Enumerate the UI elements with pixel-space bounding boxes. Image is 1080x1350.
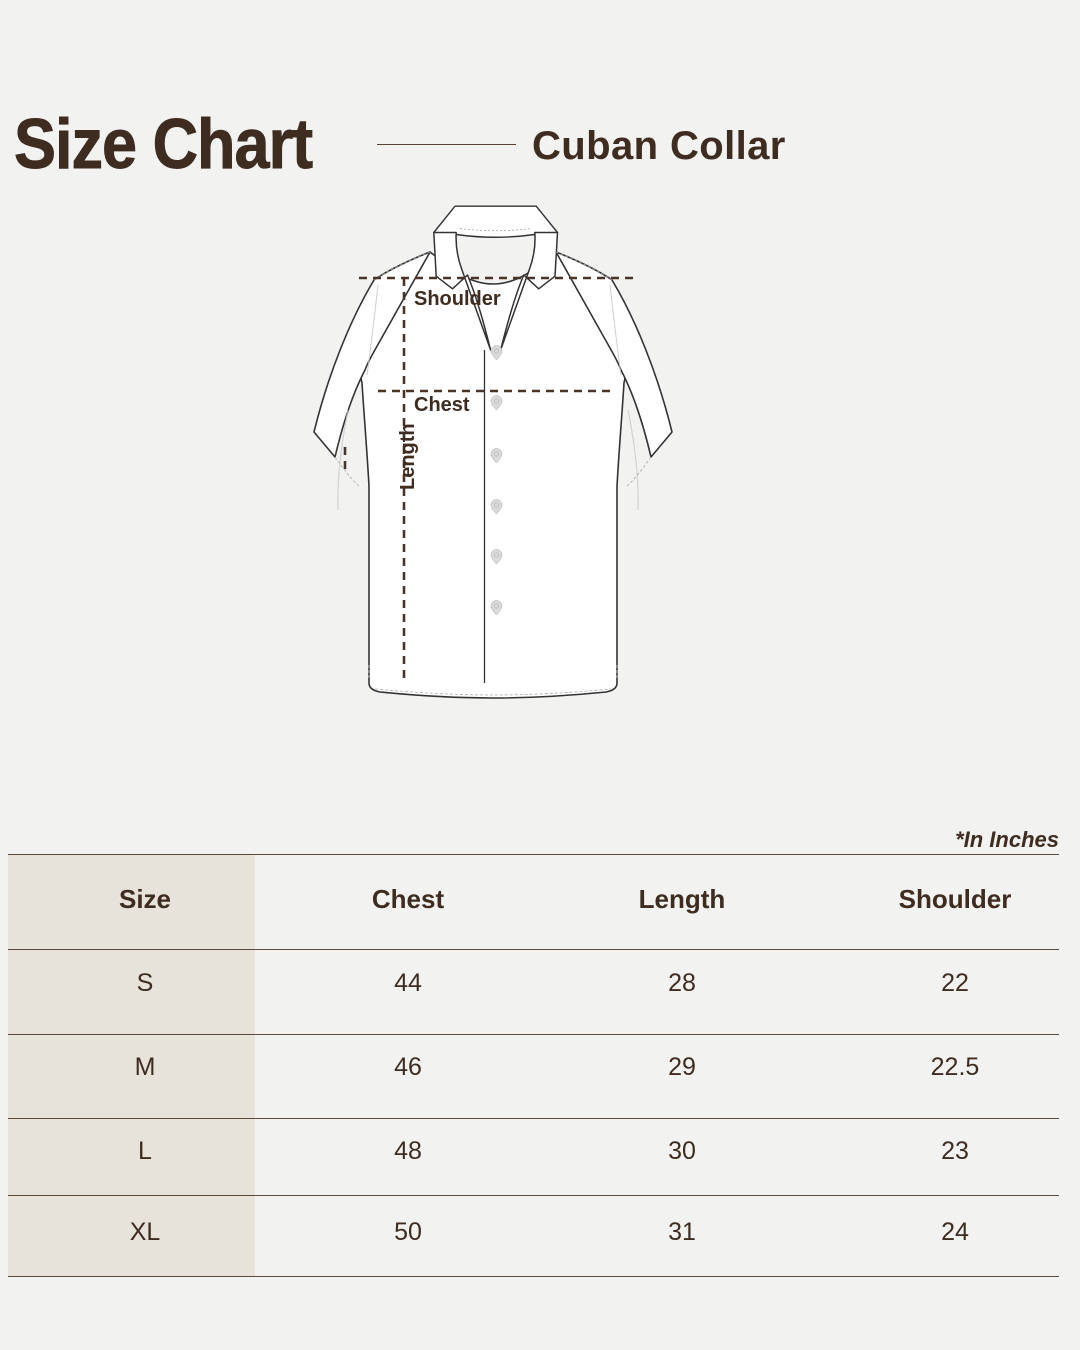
svg-text:Length: Length — [397, 423, 419, 490]
svg-text:Shoulder: Shoulder — [414, 288, 501, 310]
svg-text:Chest: Chest — [414, 394, 470, 416]
